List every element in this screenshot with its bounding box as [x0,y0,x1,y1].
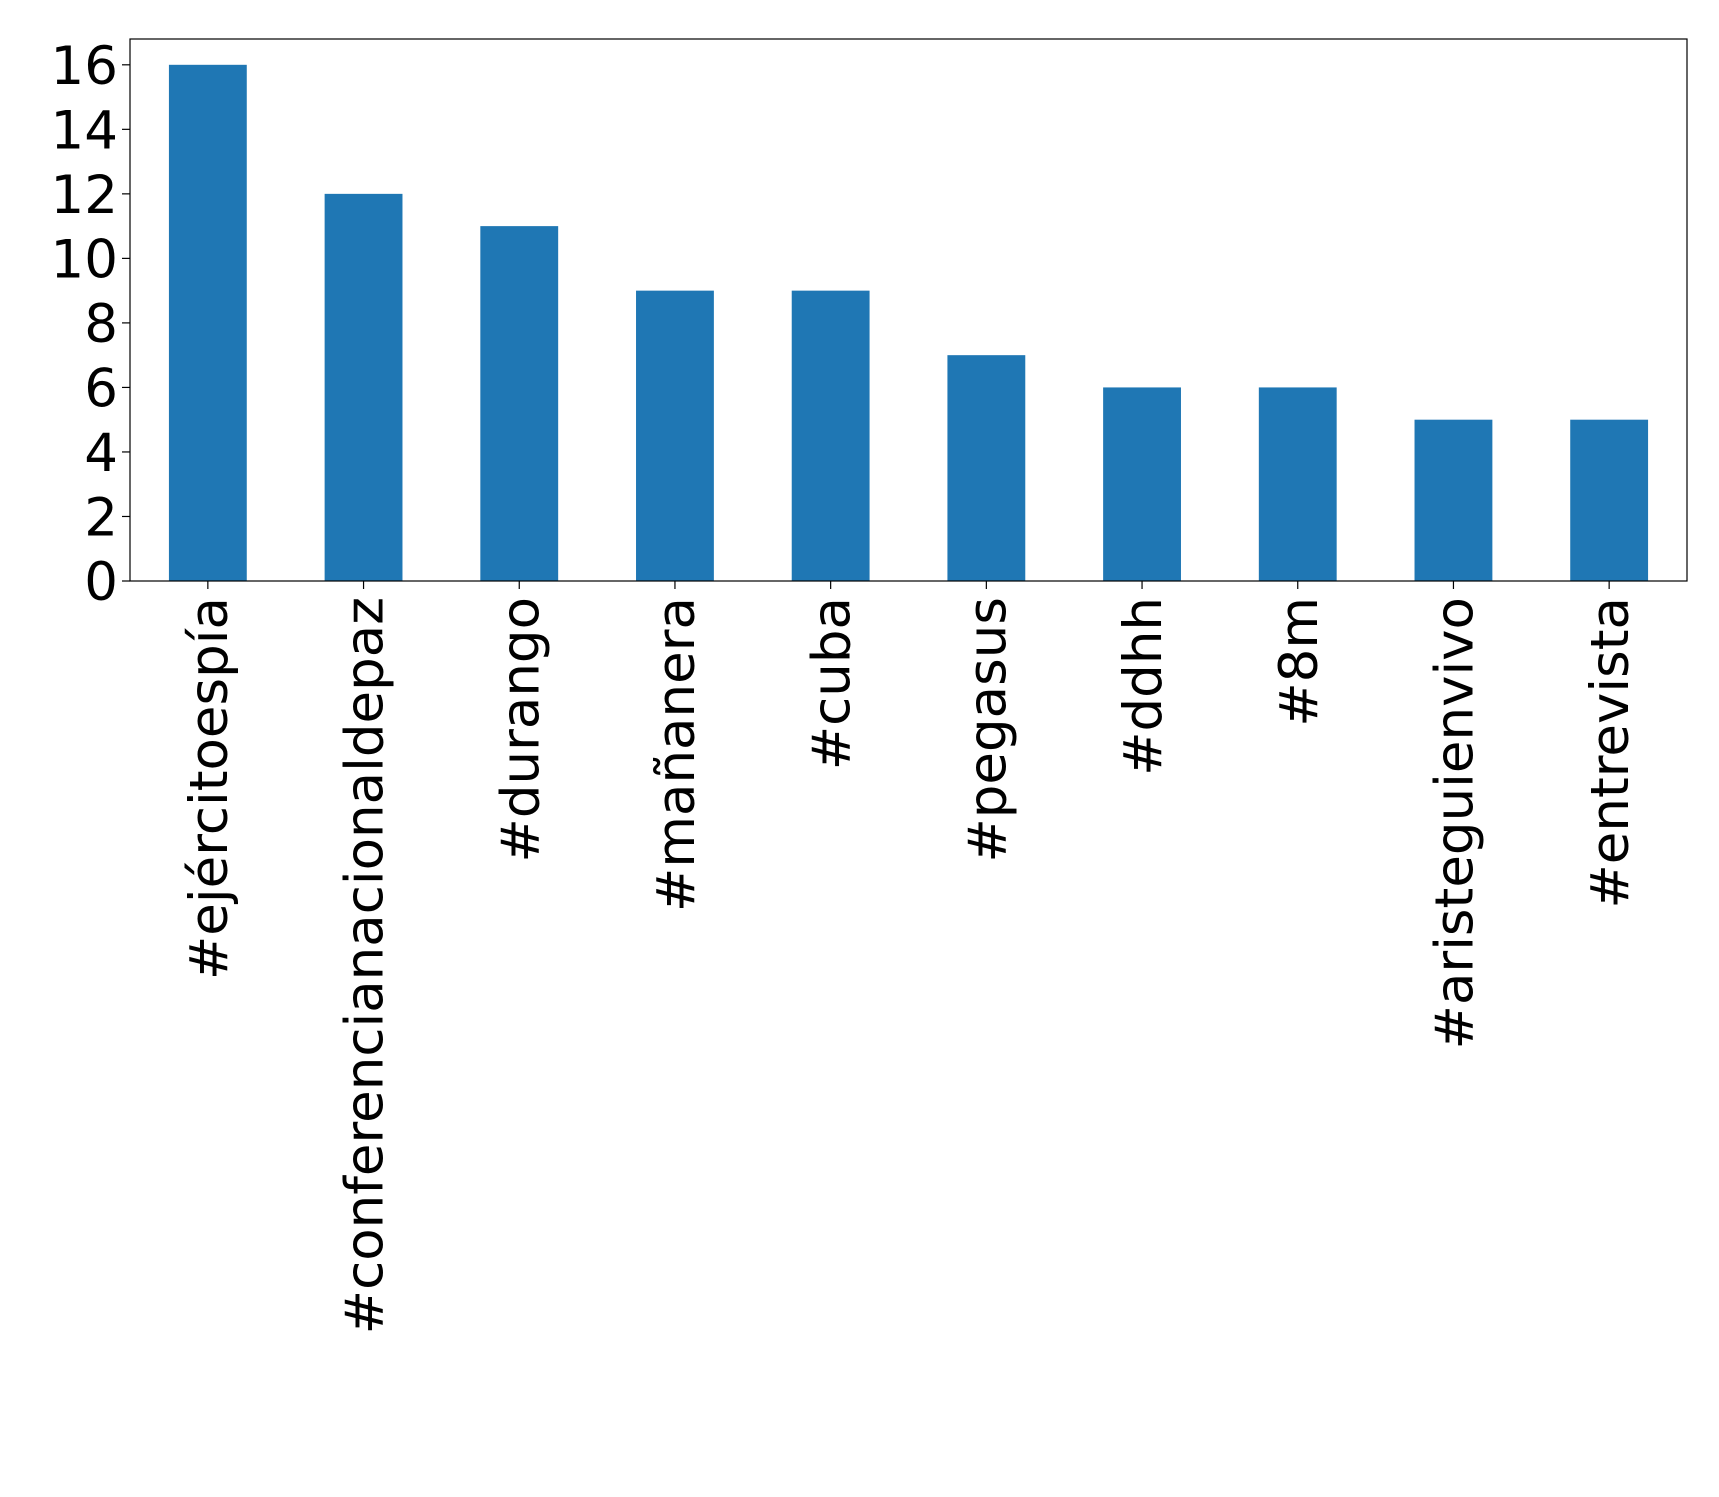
x-tick-label: #ejércitoespía [179,597,240,980]
bar [1103,387,1181,581]
y-tick-label: 6 [84,358,118,419]
x-tick-label: #entrevista [1580,597,1641,909]
x-tick-label: #aristeguienvivo [1424,597,1485,1049]
bar [947,355,1026,581]
x-tick-label: #8m [1269,597,1330,727]
bar [1414,419,1493,581]
bar [1570,419,1649,581]
y-tick-label: 10 [51,229,118,290]
y-tick-label: 2 [84,487,118,548]
bar [791,290,870,581]
bar [168,64,247,582]
y-tick-label: 16 [51,36,118,97]
x-tick-label: #ddhh [1113,597,1174,776]
plot-frame [129,38,1688,582]
x-tick-label: #mañanera [646,597,707,912]
y-tick-label: 4 [84,423,118,484]
bar [636,290,714,581]
bar [1258,387,1337,581]
bar [480,226,559,581]
bar [324,193,403,581]
x-tick-label: #pegasus [957,597,1018,863]
y-tick-label: 8 [84,294,118,355]
x-tick-label: #conferencianacionaldepaz [335,597,396,1334]
y-tick-label: 12 [51,165,118,226]
x-tick-label: #cuba [802,597,863,770]
y-tick-label: 14 [51,100,118,161]
x-tick-label: #durango [490,597,551,863]
y-tick-label: 0 [84,552,118,613]
